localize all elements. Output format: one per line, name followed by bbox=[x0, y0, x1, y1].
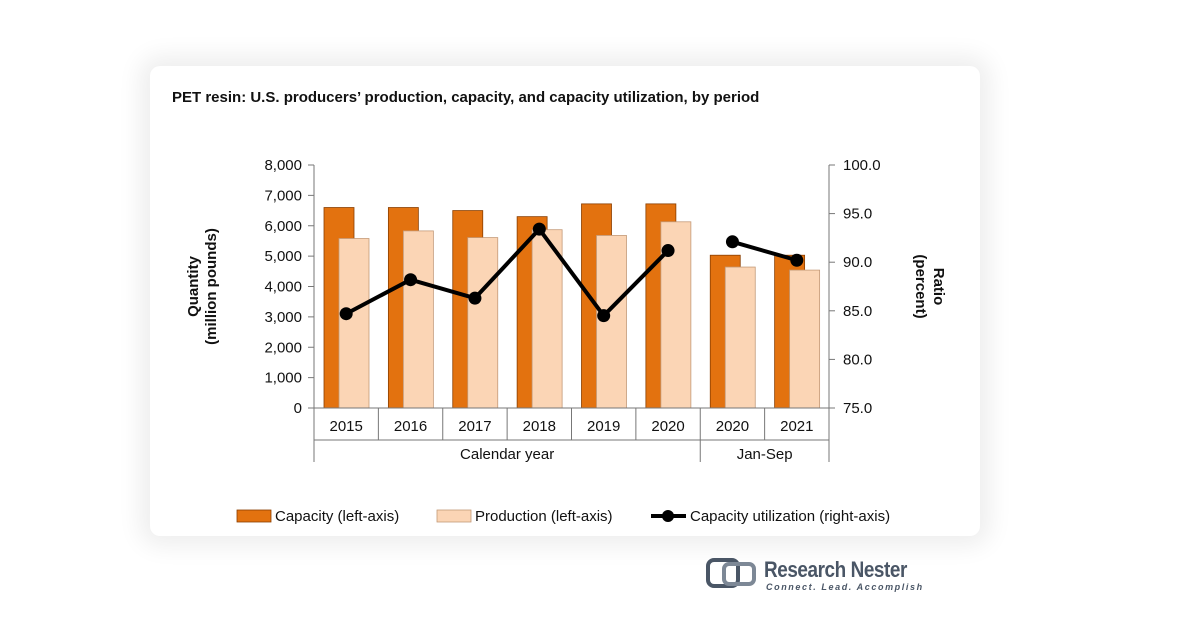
chart-card bbox=[150, 66, 980, 536]
logo-tagline: Connect. Lead. Accomplish bbox=[766, 582, 924, 592]
right-tick-label: 100.0 bbox=[843, 157, 881, 174]
utilization-point bbox=[725, 235, 739, 249]
y-right-axis-subtitle: (percent) bbox=[912, 254, 929, 318]
production-bar bbox=[338, 238, 370, 409]
legend-production-swatch bbox=[436, 509, 472, 523]
legend-utilization-marker bbox=[662, 510, 674, 522]
chart-title: PET resin: U.S. producers’ production, c… bbox=[172, 89, 759, 106]
plot-area: 0 1,000 2,000 3,000 4,000 5,000 6,000 7,000 8,00… bbox=[185, 157, 947, 463]
x-tick-label: 2015 bbox=[330, 418, 363, 435]
left-tick-label: 5,000 bbox=[264, 248, 302, 265]
production-bar bbox=[789, 269, 821, 409]
left-tick-label: 2,000 bbox=[264, 339, 302, 356]
x-tick-label: 2019 bbox=[587, 418, 620, 435]
y-left-axis-subtitle: (million pounds) bbox=[203, 228, 220, 345]
left-tick-label: 7,000 bbox=[264, 187, 302, 204]
utilization-point bbox=[339, 307, 353, 321]
x-group-label: Jan-Sep bbox=[737, 446, 793, 463]
x-tick-label: 2020 bbox=[651, 418, 684, 435]
legend-production-label: Production (left-axis) bbox=[475, 508, 613, 525]
x-tick-label: 2016 bbox=[394, 418, 427, 435]
utilization-point bbox=[597, 309, 611, 323]
x-group-label: Calendar year bbox=[460, 446, 554, 463]
utilization-point bbox=[661, 244, 675, 258]
x-tick-label: 2017 bbox=[458, 418, 491, 435]
left-tick-label: 4,000 bbox=[264, 279, 302, 296]
utilization-point bbox=[404, 273, 418, 287]
legend: Capacity (left-axis) Production (left-axi… bbox=[236, 508, 890, 525]
utilization-point bbox=[790, 253, 804, 267]
logo-mark-icon bbox=[706, 558, 756, 588]
logo-name: Research Nester bbox=[764, 557, 907, 582]
utilization-line-calendar bbox=[345, 227, 670, 318]
right-tick-label: 90.0 bbox=[843, 254, 872, 271]
utilization-point bbox=[532, 222, 546, 236]
right-tick-label: 95.0 bbox=[843, 206, 872, 223]
right-tick-label: 75.0 bbox=[843, 400, 872, 417]
utilization-line-jan-sep bbox=[731, 239, 798, 263]
left-tick-label: 8,000 bbox=[264, 157, 302, 174]
legend-capacity-label: Capacity (left-axis) bbox=[275, 508, 399, 525]
legend-utilization-label: Capacity utilization (right-axis) bbox=[690, 508, 890, 525]
y-left-axis-title: Quantity bbox=[185, 255, 202, 316]
utilization-point bbox=[468, 291, 482, 305]
x-tick-label: 2020 bbox=[716, 418, 749, 435]
left-tick-label: 1,000 bbox=[264, 370, 302, 387]
right-tick-label: 80.0 bbox=[843, 351, 872, 368]
production-bar bbox=[467, 237, 499, 409]
production-bar bbox=[402, 230, 434, 409]
legend-capacity-swatch bbox=[236, 509, 272, 523]
left-tick-label: 3,000 bbox=[264, 309, 302, 326]
left-tick-label: 6,000 bbox=[264, 218, 302, 235]
left-tick-label: 0 bbox=[294, 400, 302, 417]
production-bar bbox=[596, 235, 627, 409]
production-bar bbox=[724, 266, 756, 409]
x-tick-label: 2021 bbox=[780, 418, 813, 435]
y-right-axis-title: Ratio bbox=[930, 268, 947, 306]
research-nester-logo: Research Nester Connect. Lead. Accomplis… bbox=[706, 556, 924, 596]
x-tick-label: 2018 bbox=[523, 418, 556, 435]
right-tick-label: 85.0 bbox=[843, 303, 872, 320]
